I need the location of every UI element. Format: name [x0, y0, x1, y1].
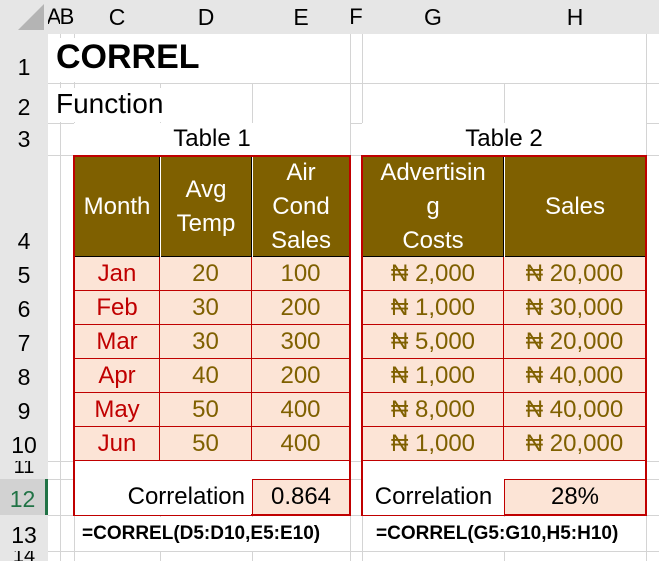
table1-correlation-value[interactable]: 0.864 [252, 479, 349, 514]
row-header-7[interactable]: 7 [0, 325, 48, 359]
sheet-title: CORREL [56, 38, 210, 82]
grid-line [48, 83, 659, 84]
table1-header-avg-temp[interactable]: Avg Temp [161, 157, 252, 257]
table1-cell-sales[interactable]: 400 [252, 393, 349, 427]
table2-row: ₦ 8,000 ₦ 40,000 [363, 393, 645, 427]
grid-line [48, 515, 659, 516]
row-header-11[interactable]: 11 [0, 461, 48, 479]
table1-caption: Table 1 [74, 123, 350, 155]
table2-header-advertising-costs[interactable]: Advertisin g Costs [363, 157, 504, 257]
table2-correlation-value[interactable]: 28% [504, 479, 645, 514]
row-header-8[interactable]: 8 [0, 359, 48, 393]
row-header-6[interactable]: 6 [0, 291, 48, 325]
table1-header-month[interactable]: Month [75, 157, 160, 257]
table2-cell-advertising[interactable]: ₦ 1,000 [363, 291, 504, 325]
row-header-10[interactable]: 10 [0, 427, 48, 461]
table2-formula-text: =CORREL(G5:G10,H5:H10) [376, 517, 623, 551]
grid-line [48, 461, 659, 462]
table2-row: ₦ 2,000 ₦ 20,000 [363, 257, 645, 291]
table2-cell-sales[interactable]: ₦ 40,000 [504, 359, 645, 393]
col-header-e[interactable]: E [252, 0, 350, 34]
table1-row: Jan 20 100 [75, 257, 349, 291]
table1-cell-month[interactable]: Jun [75, 427, 160, 461]
table2-row: ₦ 5,000 ₦ 20,000 [363, 325, 645, 359]
table2-row: ₦ 1,000 ₦ 20,000 [363, 427, 645, 461]
grid-line [48, 123, 659, 124]
grid-line [48, 551, 659, 552]
col-header-a[interactable]: A [48, 0, 60, 34]
table2-caption: Table 2 [362, 123, 646, 155]
row-header-14[interactable]: 14 [0, 551, 48, 561]
col-header-d[interactable]: D [160, 0, 252, 34]
table1-cell-avg-temp[interactable]: 30 [160, 325, 252, 359]
row-header-12[interactable]: 12 [0, 479, 48, 515]
table2-row: ₦ 1,000 ₦ 40,000 [363, 359, 645, 393]
table1-row: Apr 40 200 [75, 359, 349, 393]
select-all-corner[interactable] [0, 0, 48, 34]
table2-cell-sales[interactable]: ₦ 30,000 [504, 291, 645, 325]
table1-cell-avg-temp[interactable]: 40 [160, 359, 252, 393]
row-header-3[interactable]: 3 [0, 123, 48, 155]
table1-formula-text: =CORREL(D5:D10,E5:E10) [82, 517, 325, 551]
table1-cell-sales[interactable]: 400 [252, 427, 349, 461]
grid-line [60, 34, 61, 561]
row-header-9[interactable]: 9 [0, 393, 48, 427]
col-header-g[interactable]: G [362, 0, 504, 34]
table1-row: Feb 30 200 [75, 291, 349, 325]
col-header-h[interactable]: H [504, 0, 646, 34]
table2-cell-advertising[interactable]: ₦ 1,000 [363, 359, 504, 393]
table1-correlation-label: Correlation [75, 479, 251, 515]
grid-line [48, 479, 659, 480]
sheet-subtitle: Function [56, 88, 172, 122]
table2-row: ₦ 1,000 ₦ 30,000 [363, 291, 645, 325]
table2-cell-sales[interactable]: ₦ 20,000 [504, 427, 645, 461]
table2-cell-advertising[interactable]: ₦ 2,000 [363, 257, 504, 291]
row-header-1[interactable]: 1 [0, 34, 48, 83]
table1-cell-sales[interactable]: 100 [252, 257, 349, 291]
table1-cell-avg-temp[interactable]: 50 [160, 393, 252, 427]
table1-row: Mar 30 300 [75, 325, 349, 359]
table1-cell-month[interactable]: Mar [75, 325, 160, 359]
table1-cell-avg-temp[interactable]: 20 [160, 257, 252, 291]
table2-cell-advertising[interactable]: ₦ 5,000 [363, 325, 504, 359]
table1-cell-avg-temp[interactable]: 50 [160, 427, 252, 461]
table1-cell-month[interactable]: Feb [75, 291, 160, 325]
table1-cell-month[interactable]: May [75, 393, 160, 427]
table2-header-sales[interactable]: Sales [505, 157, 645, 257]
table1-cell-month[interactable]: Jan [75, 257, 160, 291]
table1-cell-avg-temp[interactable]: 30 [160, 291, 252, 325]
row-header-4[interactable]: 4 [0, 155, 48, 257]
table1-row: Jun 50 400 [75, 427, 349, 461]
row-header-5[interactable]: 5 [0, 257, 48, 291]
table1-row: May 50 400 [75, 393, 349, 427]
row-header-2[interactable]: 2 [0, 83, 48, 123]
table1-cell-sales[interactable]: 300 [252, 325, 349, 359]
row-header-13[interactable]: 13 [0, 515, 48, 551]
table2-cell-advertising[interactable]: ₦ 1,000 [363, 427, 504, 461]
table1-header-air-cond-sales[interactable]: Air Cond Sales [253, 157, 349, 257]
table1-cell-sales[interactable]: 200 [252, 291, 349, 325]
table2-correlation-label: Correlation [363, 479, 504, 515]
grid-line [48, 155, 659, 156]
col-header-filler [646, 0, 659, 34]
col-header-c[interactable]: C [74, 0, 160, 34]
table2-cell-sales[interactable]: ₦ 20,000 [504, 325, 645, 359]
table2-cell-sales[interactable]: ₦ 40,000 [504, 393, 645, 427]
table1-cell-sales[interactable]: 200 [252, 359, 349, 393]
table2-cell-sales[interactable]: ₦ 20,000 [504, 257, 645, 291]
col-header-f[interactable]: F [350, 0, 362, 34]
table2-cell-advertising[interactable]: ₦ 8,000 [363, 393, 504, 427]
table1-cell-month[interactable]: Apr [75, 359, 160, 393]
select-all-triangle-icon [18, 4, 44, 30]
col-header-b[interactable]: B [60, 0, 74, 34]
